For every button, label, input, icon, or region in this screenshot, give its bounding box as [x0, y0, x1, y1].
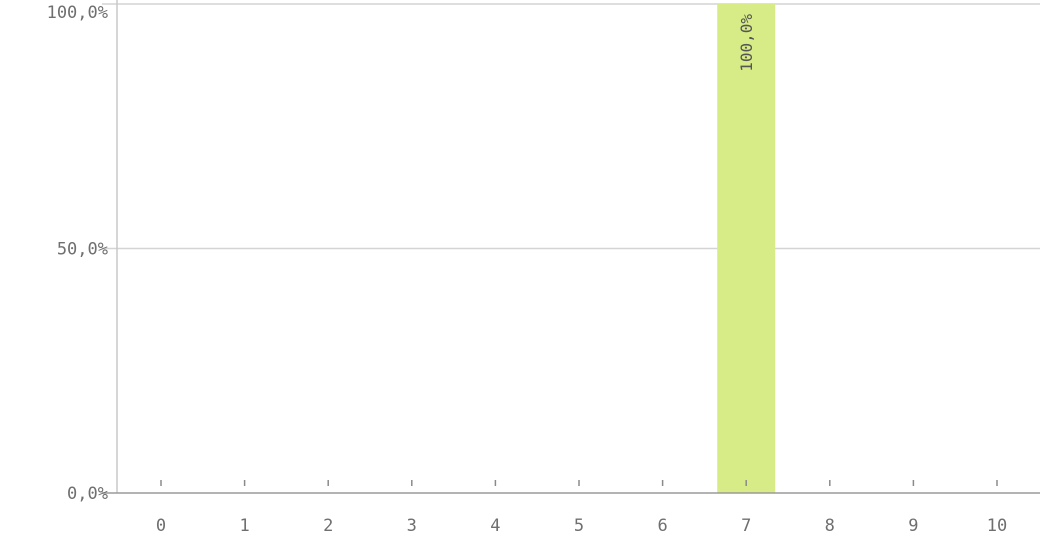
- x-tick-label-8: 8: [825, 516, 835, 536]
- labels: 0,0% 50,0% 100,0% 0 1 2 3 4 5 6 7 100,0% 8 9 10: [47, 3, 1008, 536]
- x-tick-label-6: 6: [657, 516, 667, 536]
- y-tick-label-2: 100,0%: [47, 3, 108, 23]
- x-tick-label-3: 3: [407, 516, 417, 536]
- data-label-7: 100,0%: [737, 14, 756, 72]
- axes: [102, 0, 1040, 494]
- bar-7: [717, 4, 776, 493]
- x-tick-label-9: 9: [908, 516, 918, 536]
- x-tick-label-7: 7: [741, 516, 751, 536]
- x-tick-label-2: 2: [323, 516, 333, 536]
- bars: [717, 4, 776, 493]
- x-tick-label-0: 0: [156, 516, 166, 536]
- y-tick-label-1: 50,0%: [57, 240, 108, 260]
- x-tick-label-1: 1: [239, 516, 249, 536]
- gridlines: [102, 3, 1040, 250]
- y-tick-label-0: 0,0%: [67, 484, 108, 504]
- x-tick-label-10: 10: [987, 516, 1007, 536]
- x-tick-label-4: 4: [490, 516, 500, 536]
- x-tick-label-5: 5: [574, 516, 584, 536]
